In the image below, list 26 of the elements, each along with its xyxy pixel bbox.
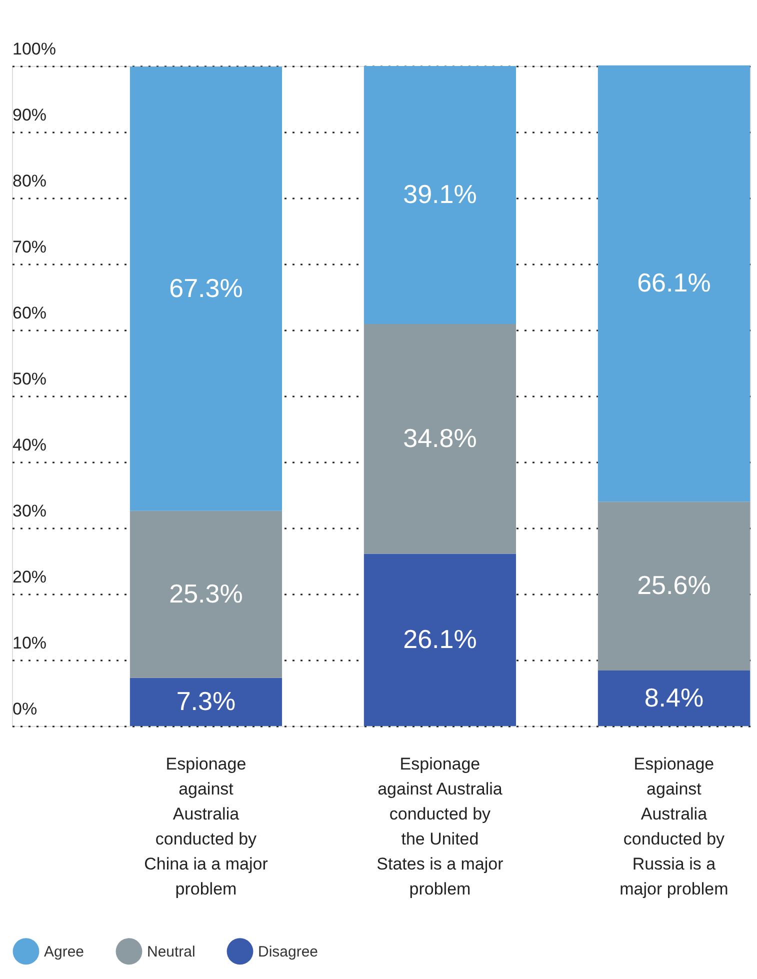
text: 34.8%: [403, 422, 477, 453]
text: 8.4%: [644, 682, 704, 712]
text: 67.3%: [169, 272, 243, 303]
y-tick-label: 30%: [12, 502, 47, 520]
y-tick-label: 70%: [12, 238, 47, 256]
legend-label: Agree: [44, 943, 84, 960]
legend-label: Neutral: [147, 943, 196, 960]
y-tick-label: 20%: [12, 568, 47, 586]
text: 25.6%: [637, 570, 711, 600]
y-tick-label: 100%: [12, 40, 56, 58]
y-tick-label: 80%: [12, 172, 47, 190]
y-tick-label: 60%: [12, 304, 47, 322]
text: 26.1%: [403, 624, 477, 654]
text: 66.1%: [637, 267, 711, 298]
legend-label: Disagree: [258, 943, 318, 960]
text: 25.3%: [169, 578, 243, 608]
text: 7.3%: [176, 686, 236, 716]
y-tick-label: 0%: [12, 700, 38, 718]
y-tick-label: 40%: [12, 436, 47, 454]
x-tick-label: Espionage against Australia conducted by Russia is a major problem: [620, 754, 728, 898]
y-tick-label: 50%: [12, 370, 47, 388]
x-tick-label: Espionage against Australia conducted by the United States is a major problem: [376, 754, 504, 898]
text: 39.1%: [403, 179, 477, 210]
y-tick-label: 10%: [12, 634, 47, 652]
y-tick-label: 90%: [12, 106, 47, 124]
x-tick-label: Espionage against Australia conducted by China ia a major problem: [144, 754, 268, 898]
